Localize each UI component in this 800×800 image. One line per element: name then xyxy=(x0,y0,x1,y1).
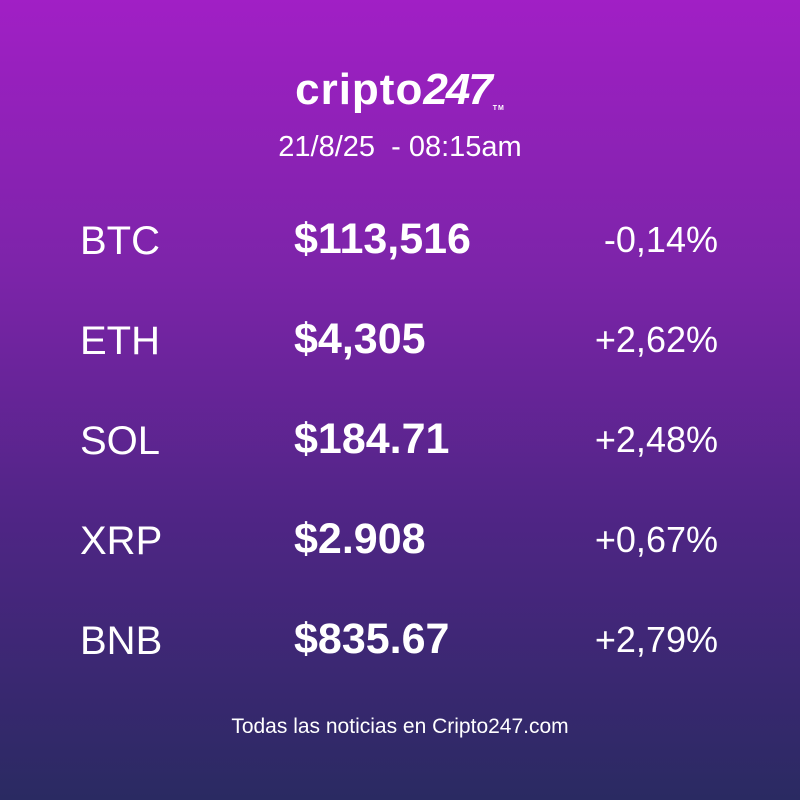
logo-text: cripto xyxy=(295,65,424,114)
coin-price: $835.67 xyxy=(294,615,450,663)
coin-symbol: BTC xyxy=(80,219,160,263)
coin-symbol: ETH xyxy=(80,319,160,363)
footer: Todas las noticias en Cripto247.com xyxy=(231,715,569,738)
logo: cripto247 TM xyxy=(0,65,800,114)
coin-change: +2,79% xyxy=(594,619,718,660)
coin-symbol: SOL xyxy=(80,419,161,463)
coin-price: $184.71 xyxy=(294,415,450,463)
coin-change: +2,48% xyxy=(594,419,718,460)
coin-symbol: XRP xyxy=(80,519,163,563)
coin-change: +2,62% xyxy=(594,319,718,360)
logo-number: 247 xyxy=(423,65,492,114)
coin-change: -0,14% xyxy=(603,219,718,260)
coin-symbol: BNB xyxy=(80,619,163,663)
trademark: TM xyxy=(492,105,505,112)
coin-price: $2.908 xyxy=(294,515,426,563)
coin-price: $113,516 xyxy=(294,215,471,263)
coin-price: $4,305 xyxy=(294,315,426,363)
date: 21/8/25 - 08:15am xyxy=(278,131,522,163)
coin-change: +0,67% xyxy=(594,519,718,560)
